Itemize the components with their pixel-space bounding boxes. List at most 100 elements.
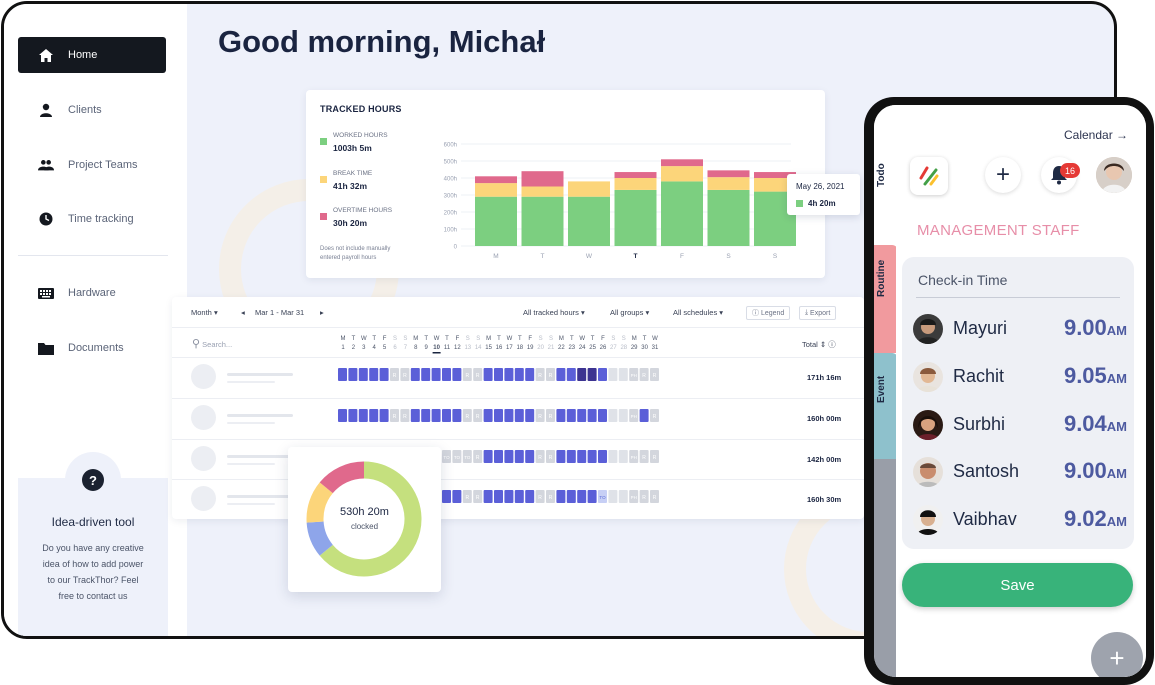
schedule-cell[interactable] (525, 450, 535, 463)
schedule-cell[interactable] (618, 490, 628, 503)
sidebar-item-project-teams[interactable]: Project Teams (18, 147, 166, 183)
prev-arrow-icon[interactable]: ◂ (241, 308, 245, 317)
schedule-cell[interactable] (629, 409, 639, 422)
filter-tracked-hours[interactable]: All tracked hours ▾ (523, 308, 585, 317)
schedule-cell[interactable] (598, 450, 607, 463)
schedule-cell[interactable] (452, 368, 462, 381)
sidebar-item-time-tracking[interactable]: Time tracking (18, 201, 166, 237)
schedule-cell[interactable] (462, 409, 472, 422)
schedule-cell[interactable] (442, 409, 451, 422)
schedule-cell[interactable] (639, 409, 649, 422)
schedule-cell[interactable] (369, 368, 379, 381)
schedule-cell[interactable] (483, 490, 493, 503)
schedule-cell[interactable] (483, 368, 493, 381)
export-button[interactable]: ⤓ Export (799, 306, 837, 320)
total-sort-header[interactable]: Total ⇕ ⓘ (802, 340, 836, 349)
schedule-cell[interactable] (338, 368, 347, 381)
schedule-cell[interactable] (442, 368, 451, 381)
schedule-cell[interactable] (566, 409, 576, 422)
schedule-cell[interactable] (348, 368, 358, 381)
schedule-cell[interactable] (504, 368, 514, 381)
avatar[interactable] (1096, 157, 1132, 193)
schedule-cell[interactable] (618, 409, 628, 422)
tab-routine[interactable]: Routine (874, 245, 898, 353)
schedule-cell[interactable] (410, 409, 420, 422)
schedule-cell[interactable] (577, 409, 587, 422)
schedule-cell[interactable] (514, 409, 524, 422)
schedule-cell[interactable] (546, 490, 555, 503)
schedule-cell[interactable] (525, 490, 535, 503)
schedule-cell[interactable] (577, 490, 587, 503)
schedule-cell[interactable] (494, 450, 503, 463)
schedule-cell[interactable] (556, 368, 566, 381)
schedule-cell[interactable] (598, 409, 607, 422)
schedule-cell[interactable] (629, 490, 639, 503)
calendar-link[interactable]: Calendar → (1064, 128, 1128, 142)
schedule-cell[interactable] (587, 490, 597, 503)
schedule-cell[interactable] (514, 490, 524, 503)
schedule-cell[interactable] (358, 409, 368, 422)
schedule-cell[interactable] (473, 368, 483, 381)
schedule-cell[interactable] (608, 490, 618, 503)
schedule-cell[interactable] (473, 409, 483, 422)
schedule-cell[interactable] (535, 409, 545, 422)
schedule-cell[interactable] (348, 409, 358, 422)
schedule-cell[interactable] (483, 450, 493, 463)
schedule-cell[interactable] (442, 450, 451, 463)
schedule-cell[interactable] (525, 368, 535, 381)
sidebar-item-home[interactable]: Home (18, 37, 166, 73)
schedule-cell[interactable] (566, 490, 576, 503)
add-button[interactable]: + (985, 157, 1021, 193)
schedule-cell[interactable] (379, 368, 389, 381)
sidebar-item-hardware[interactable]: Hardware (18, 275, 166, 311)
schedule-cell[interactable] (483, 409, 493, 422)
schedule-cell[interactable] (462, 490, 472, 503)
schedule-cell[interactable] (566, 450, 576, 463)
period-select[interactable]: Month ▾ (191, 308, 218, 317)
schedule-cell[interactable] (546, 450, 555, 463)
schedule-cell[interactable] (650, 368, 659, 381)
schedule-cell[interactable] (608, 450, 618, 463)
schedule-cell[interactable] (618, 450, 628, 463)
schedule-cell[interactable] (400, 409, 410, 422)
schedule-cell[interactable] (431, 409, 441, 422)
schedule-cell[interactable] (390, 409, 399, 422)
legend-button[interactable]: ⓘ Legend (746, 306, 791, 320)
fab-add-button[interactable]: + (1091, 632, 1143, 677)
schedule-cell[interactable] (338, 409, 347, 422)
schedule-cell[interactable] (556, 450, 566, 463)
schedule-cell[interactable] (473, 450, 483, 463)
schedule-cell[interactable] (639, 490, 649, 503)
schedule-cell[interactable] (650, 409, 659, 422)
schedule-cell[interactable] (618, 368, 628, 381)
sidebar-item-documents[interactable]: Documents (18, 330, 166, 366)
schedule-cell[interactable] (421, 368, 431, 381)
schedule-cell[interactable] (514, 450, 524, 463)
schedule-cell[interactable] (494, 490, 503, 503)
schedule-cell[interactable] (566, 368, 576, 381)
schedule-cell[interactable] (494, 409, 503, 422)
schedule-cell[interactable] (473, 490, 483, 503)
sidebar-item-clients[interactable]: Clients (18, 92, 166, 128)
schedule-cell[interactable] (514, 368, 524, 381)
next-arrow-icon[interactable]: ▸ (320, 308, 324, 317)
schedule-cell[interactable] (587, 409, 597, 422)
schedule-cell[interactable] (431, 368, 441, 381)
schedule-cell[interactable] (535, 490, 545, 503)
schedule-cell[interactable] (525, 409, 535, 422)
tab-event[interactable]: Event (874, 353, 898, 459)
schedule-cell[interactable] (556, 409, 566, 422)
search-input[interactable]: ⚲ Search... (192, 337, 232, 350)
schedule-cell[interactable] (650, 450, 659, 463)
schedule-cell[interactable] (390, 368, 399, 381)
schedule-cell[interactable] (639, 368, 649, 381)
filter-schedules[interactable]: All schedules ▾ (673, 308, 724, 317)
schedule-cell[interactable] (577, 450, 587, 463)
schedule-cell[interactable] (629, 368, 639, 381)
schedule-cell[interactable] (410, 368, 420, 381)
schedule-cell[interactable] (577, 368, 587, 381)
schedule-cell[interactable] (650, 490, 659, 503)
schedule-cell[interactable] (504, 490, 514, 503)
schedule-cell[interactable] (462, 450, 472, 463)
schedule-cell[interactable] (504, 450, 514, 463)
